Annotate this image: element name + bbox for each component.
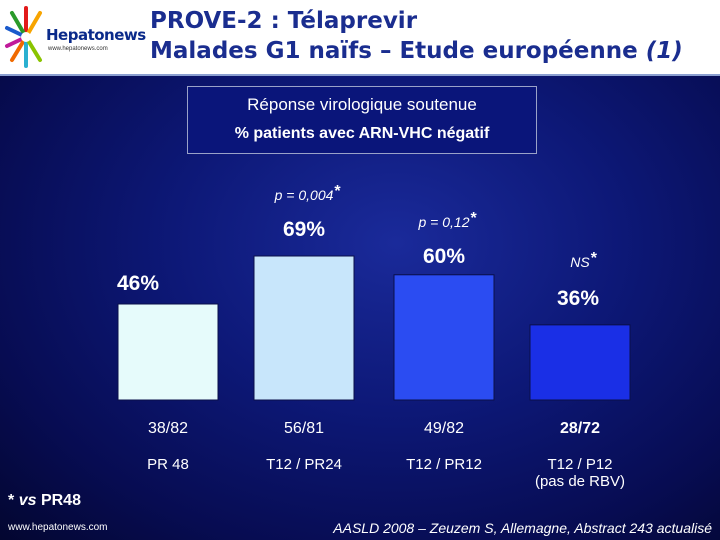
sunburst-logo-icon (5, 6, 42, 68)
header: Hepatonews www.hepatonews.com PROVE-2 : … (0, 0, 720, 74)
value-label: 36% (557, 287, 599, 310)
hepatonews-logo: Hepatonews www.hepatonews.com (4, 4, 146, 70)
count-label: 28/72 (560, 420, 600, 437)
category-label: (pas de RBV) (535, 473, 625, 490)
bar (253, 255, 355, 401)
title-line2-ref: (1) (645, 38, 683, 64)
significance-star: * (334, 183, 341, 200)
category-label: PR 48 (147, 456, 189, 473)
value-label: 46% (117, 272, 159, 295)
page-title-line1: PROVE-2 : Télaprevir (150, 8, 418, 34)
count-label: 38/82 (148, 420, 188, 437)
value-label: 69% (283, 218, 325, 241)
footnote-ref: PR48 (40, 492, 81, 509)
pvalue-label: p = 0,12 (418, 214, 470, 230)
header-divider (0, 74, 720, 76)
bar (529, 324, 631, 401)
chart-caption-subtitle: % patients avec ARN-VHC négatif (234, 125, 490, 142)
footnote: * vs PR48 (8, 492, 81, 510)
bar (393, 274, 495, 401)
category-label: T12 / PR24 (266, 456, 342, 473)
count-label: 49/82 (424, 420, 464, 437)
value-label: 60% (423, 245, 465, 268)
footnote-star: * (8, 492, 15, 509)
bar (117, 303, 219, 401)
citation: AASLD 2008 – Zeuzem S, Allemagne, Abstra… (333, 520, 712, 536)
pvalue-label: p = 0,004 (274, 187, 334, 203)
page-title-line2: Malades G1 naïfs – Etude européenne (1) (150, 38, 683, 64)
count-label: 56/81 (284, 420, 324, 437)
chart-caption-title: Réponse virologique soutenue (247, 95, 477, 114)
significance-star: * (471, 210, 478, 227)
logo-name: Hepatonews (46, 26, 146, 44)
category-label: T12 / PR12 (406, 456, 482, 473)
title-line2-main: Malades G1 naïfs – Etude européenne (150, 38, 638, 64)
logo-url: www.hepatonews.com (48, 46, 108, 52)
significance-star: * (591, 250, 598, 267)
category-label: T12 / P12 (547, 456, 612, 473)
footnote-vs: vs (18, 492, 37, 509)
chart-caption-box: Réponse virologique soutenue % patients … (187, 86, 537, 154)
site-url: www.hepatonews.com (8, 522, 108, 533)
pvalue-label: NS (570, 254, 590, 270)
